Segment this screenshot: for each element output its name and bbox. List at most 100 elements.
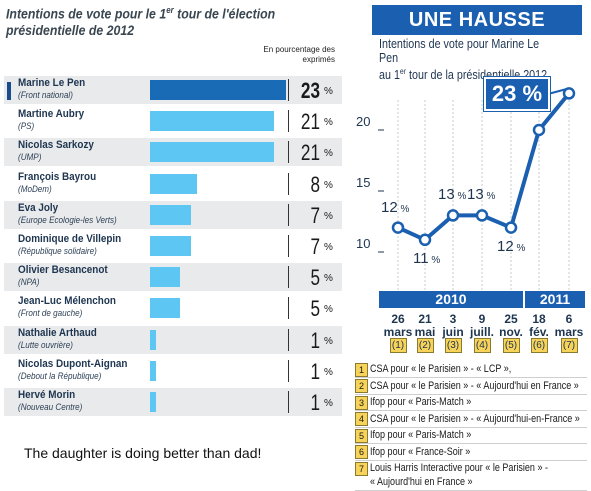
- data-point: [418, 233, 432, 247]
- value-label: 23: [300, 78, 320, 103]
- source-item: 4 CSA pour « le Parisien » - « Aujourd'hu…: [355, 412, 591, 427]
- y-tick-label: 10: [356, 236, 371, 251]
- source-text: « Aujourd'hui en France »: [370, 476, 473, 488]
- data-point: [562, 87, 576, 100]
- bar: [150, 267, 180, 288]
- title-part: tour de l'élection: [173, 5, 276, 22]
- party-name: (Front national): [18, 90, 73, 100]
- value-label: 21: [300, 140, 320, 166]
- x-tick-label: 6 mars (7): [554, 312, 584, 353]
- source-item-continued: « Aujourd'hui en France »: [370, 475, 591, 490]
- bar: [150, 298, 180, 319]
- source-text: CSA pour « le Parisien » - « LCP »,: [370, 363, 512, 375]
- data-label: 13 %: [467, 186, 496, 204]
- bar-row: Martine Aubry (PS) 21%: [4, 107, 342, 135]
- percent-sign: %: [324, 148, 333, 160]
- source-badge: 7: [355, 461, 368, 476]
- source-badge: (5): [502, 338, 520, 353]
- bar: [150, 111, 275, 132]
- series-line: [397, 92, 571, 242]
- bar-row: Nathalie Arthaud (Lutte ouvrière) 1%: [4, 325, 342, 354]
- source-badge: 1: [355, 362, 368, 377]
- bar: [150, 329, 156, 350]
- bar-row: Jean-Luc Mélenchon (Front de gauche) 5%: [4, 294, 342, 322]
- bar: [150, 173, 198, 194]
- source-badge: 4: [355, 412, 368, 426]
- title-part: présidentielle de 2012: [6, 21, 135, 38]
- candidate-name: Marine Le Pen: [18, 77, 86, 89]
- data-point: [391, 221, 405, 234]
- candidate-name: Eva Joly: [18, 201, 59, 214]
- bar-row: Hervé Morin (Nouveau Centre) 1%: [4, 388, 342, 416]
- source-item: 5 Ifop pour « Paris-Match »: [355, 428, 591, 443]
- percent-sign: %: [324, 335, 333, 347]
- separator: [288, 110, 289, 133]
- candidate-name: Hervé Morin: [18, 389, 76, 401]
- source-divider: [355, 426, 587, 428]
- source-badge: (2): [416, 338, 434, 353]
- bar: [150, 142, 275, 163]
- candidate-name: Martine Aubry: [18, 108, 85, 121]
- value-label: 5: [310, 265, 320, 291]
- source-item: 6 Ifop pour « France-Soir »: [355, 445, 591, 460]
- source-item: 7 Louis Harris Interactive pour « le Pari…: [355, 461, 591, 476]
- highlight-connector: [547, 87, 570, 95]
- lead-marker: [7, 82, 11, 100]
- source-divider: [355, 393, 587, 395]
- year-band: 2010: [379, 291, 523, 308]
- banner-title: UNE HAUSSE RÉCENTE: [372, 5, 582, 61]
- percent-sign: %: [324, 179, 333, 191]
- bar: [150, 360, 156, 381]
- value-label: 7: [310, 202, 320, 228]
- y-tick-label: 15: [356, 175, 371, 190]
- party-name: (Europe Ecologie-les Verts): [18, 214, 117, 225]
- source-badge: (1): [389, 338, 407, 353]
- value-label: 8: [310, 171, 320, 197]
- source-divider: [355, 410, 587, 411]
- caption: The daughter is doing better than dad!: [24, 445, 262, 461]
- candidate-name: Jean-Luc Mélenchon: [18, 295, 116, 308]
- bar: [150, 204, 192, 225]
- source-badge: (6): [530, 338, 548, 353]
- source-badge: (7): [560, 338, 578, 353]
- x-tick-label: 25 nov. (5): [499, 312, 523, 353]
- candidate-name: François Bayrou: [18, 170, 97, 183]
- source-text: CSA pour « le Parisien » - « Aujourd'hui…: [370, 379, 579, 392]
- party-name: (PS): [18, 121, 35, 132]
- separator: [288, 141, 289, 164]
- party-name: (Lutte ouvrière): [18, 339, 73, 350]
- candidate-name: Nicolas Sarkozy: [18, 139, 94, 152]
- separator: [288, 266, 289, 289]
- source-badge: 5: [355, 428, 368, 443]
- percent-sign: %: [324, 117, 333, 129]
- source-text: Ifop pour « France-Soir »: [370, 445, 471, 458]
- source-divider: [355, 443, 587, 444]
- bar: [150, 80, 286, 100]
- candidate-name: Nicolas Dupont-Aignan: [18, 357, 128, 370]
- bar-chart-panel: Intentions de vote pour le 1er tour de l…: [0, 0, 347, 416]
- data-label: 12 %: [497, 237, 526, 255]
- title-part: Intentions de vote pour Marine Le Pen: [379, 37, 540, 65]
- data-label: 12 %: [381, 198, 410, 216]
- percent-sign: %: [324, 86, 333, 97]
- data-point: [532, 123, 546, 137]
- title-part: au 1: [379, 68, 400, 83]
- source-text: Ifop pour « Paris-Match »: [370, 396, 472, 408]
- bar-row: Olivier Besancenot (NPA) 5%: [4, 263, 342, 292]
- percent-sign: %: [324, 242, 333, 253]
- x-tick-label: 18 fév. (6): [529, 312, 549, 353]
- source-text: Ifop pour « Paris-Match »: [370, 429, 472, 441]
- percent-sign: %: [324, 366, 333, 378]
- percent-sign: %: [324, 210, 333, 222]
- source-badge: 2: [355, 379, 368, 393]
- candidate-name: Dominique de Villepin: [18, 233, 122, 245]
- source-text: CSA pour « le Parisien » - « Aujourd'hui…: [370, 412, 580, 425]
- bar-row: Marine Le Pen (Front national) 23%: [4, 76, 342, 104]
- x-tick-label: 3 juin (3): [442, 312, 464, 353]
- data-point: [475, 209, 489, 222]
- data-label: 13 %: [438, 186, 467, 204]
- separator: [288, 297, 289, 320]
- value-label: 7: [310, 234, 320, 259]
- bar-row: Nicolas Dupont-Aignan (Debout la Républiq…: [4, 357, 342, 385]
- percent-sign: %: [324, 398, 333, 409]
